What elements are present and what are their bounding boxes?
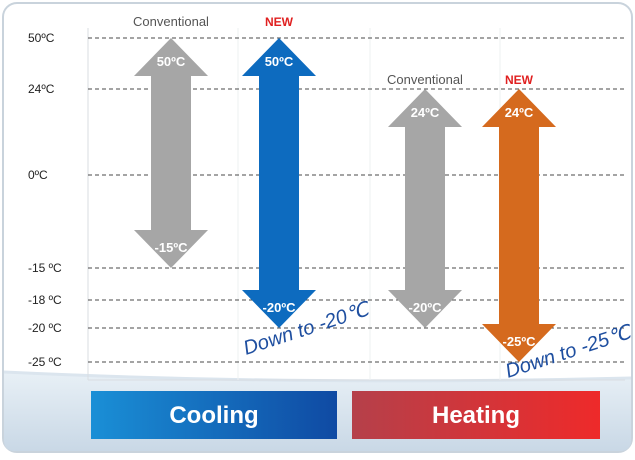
arrow-shape-cool_conv [134,38,208,268]
arrow-cool_new: NEW 50ºC -20ºC [242,15,316,328]
arrow-header-cool_new: NEW [265,15,294,29]
arrow-top-label-heat_conv: 24ºC [411,105,440,120]
arrow-top-label-heat_new: 24ºC [505,105,534,120]
arrow-header-heat_conv: Conventional [387,72,463,87]
arrow-shape-cool_new [242,38,316,328]
heating-mode-bar [352,391,600,439]
arrow-layer: Conventional50ºC-15ºCNEW50ºC-20ºCConvent… [133,14,556,362]
cooling-mode-bar [91,391,337,439]
arrow-bottom-label-cool_conv: -15ºC [155,240,189,255]
y-tick-label-t24: 24ºC [28,82,55,96]
temperature-gridlines [88,37,625,363]
arrow-bottom-label-cool_new: -20ºC [263,300,297,315]
cooling-mode-label: Cooling [169,402,258,429]
y-tick-label-tm15: -15 ºC [28,261,62,275]
arrow-header-cool_conv: Conventional [133,14,209,29]
arrow-heat_new: NEW 24ºC -25ºC [482,73,556,362]
heating-mode-label: Heating [432,402,520,429]
y-tick-label-tm18: -18 ºC [28,293,62,307]
arrow-bottom-label-heat_new: -25ºC [503,334,537,349]
arrow-top-label-cool_new: 50ºC [265,54,294,69]
y-tick-label-tm25: -25 ºC [28,355,62,369]
arrow-cool_conv: Conventional 50ºC -15ºC [133,14,209,268]
arrow-shape-heat_new [482,89,556,362]
arrow-shape-heat_conv [388,89,462,328]
arrow-bottom-label-heat_conv: -20ºC [409,300,443,315]
y-tick-label-t0: 0ºC [28,168,48,182]
y-axis-tick-labels: 50ºC 24ºC 0ºC -15 ºC -18 ºC -20 ºC -25 ºC [28,31,62,369]
arrow-heat_conv: Conventional 24ºC -20ºC [387,72,463,328]
y-tick-label-tm20: -20 ºC [28,321,62,335]
arrow-top-label-cool_conv: 50ºC [157,54,186,69]
arrow-header-heat_new: NEW [505,73,534,87]
y-tick-label-t50: 50ºC [28,31,55,45]
